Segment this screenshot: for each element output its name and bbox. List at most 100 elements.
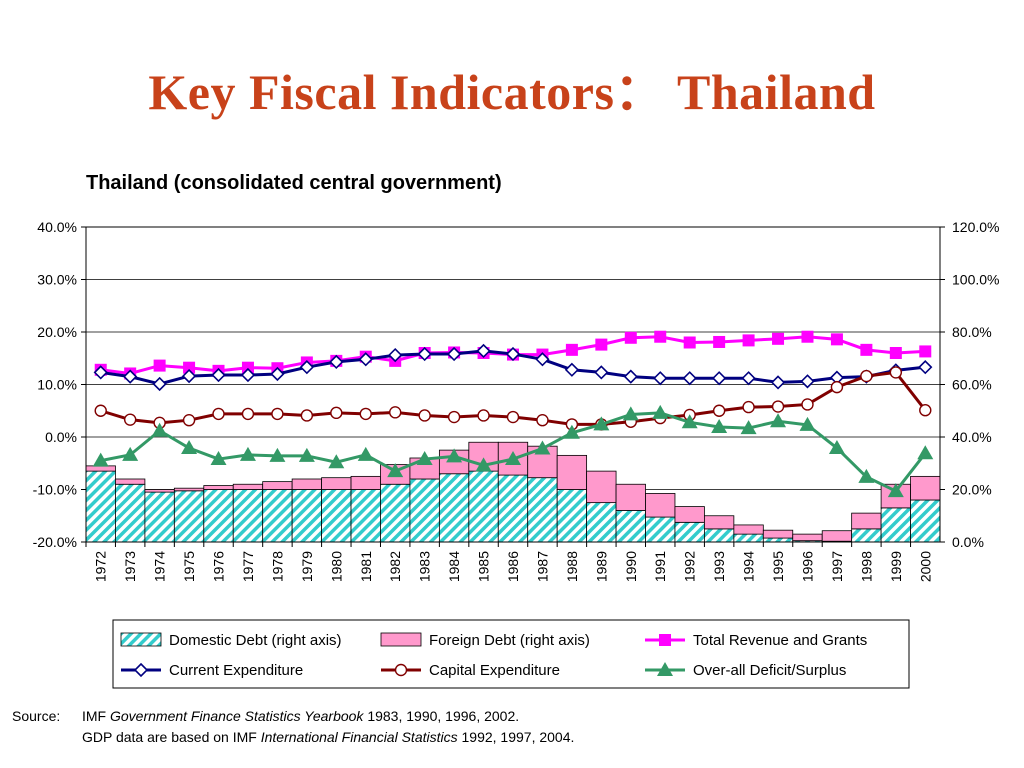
over-all-deficit-surplus-point	[210, 451, 227, 466]
current-expenditure-point	[741, 371, 756, 386]
capital-expenditure-point	[447, 410, 461, 424]
domestic-debt-bar	[173, 490, 205, 543]
total-revenue-and-grants-point	[565, 343, 578, 356]
x-axis-tick-label: 1972	[93, 551, 109, 582]
total-revenue-and-grants-point	[595, 338, 608, 351]
current-expenditure-point	[240, 367, 256, 383]
x-axis-tick-label: 1982	[387, 551, 403, 582]
domestic-debt-bar	[910, 499, 941, 543]
left-axis-tick-label: 10.0%	[37, 377, 77, 393]
over-all-deficit-surplus-point	[681, 414, 698, 429]
legend-label-over-all-deficit-surplus: Over-all Deficit/Surplus	[693, 662, 846, 679]
domestic-debt-bar	[85, 470, 116, 543]
capital-expenditure-point	[860, 369, 873, 383]
over-all-deficit-surplus-point	[770, 413, 787, 428]
domestic-debt-bar	[733, 533, 764, 543]
source-label: Source:	[12, 708, 61, 724]
current-expenditure-point	[535, 352, 550, 367]
x-axis-tick-label: 1974	[152, 551, 168, 582]
current-expenditure-point	[152, 376, 167, 392]
capital-expenditure-point	[94, 404, 107, 417]
current-expenditure-point	[211, 367, 226, 383]
source-note: Source: IMF Government Finance Statistics…	[12, 706, 574, 748]
domestic-debt-bar	[262, 489, 293, 543]
over-all-deficit-surplus-point	[328, 454, 345, 469]
current-expenditure-point	[123, 369, 138, 384]
domestic-debt-bar	[468, 470, 499, 543]
capital-expenditure-point	[212, 407, 225, 421]
over-all-deficit-surplus-point	[917, 445, 934, 460]
foreign-debt-bar	[645, 493, 676, 518]
right-axis-tick-label: 20.0%	[952, 482, 992, 498]
x-axis-tick-label: 1977	[240, 551, 256, 582]
over-all-deficit-surplus-point	[92, 452, 109, 467]
legend-label-total-revenue-and-grants: Total Revenue and Grants	[693, 632, 867, 649]
legend: Domestic Debt (right axis) Foreign Debt (…	[112, 619, 910, 689]
foreign-debt-bar	[792, 533, 823, 542]
over-all-deficit-surplus-point	[534, 440, 551, 455]
current-expenditure-point	[918, 360, 933, 375]
legend-marker-total-revenue-and-grants	[659, 634, 671, 646]
current-expenditure-point	[93, 365, 108, 380]
domestic-debt-bar	[851, 528, 882, 543]
domestic-debt-bar	[497, 474, 529, 543]
foreign-debt-bar	[321, 477, 352, 490]
current-expenditure-point	[299, 360, 314, 375]
capital-expenditure-point	[418, 409, 431, 422]
current-expenditure-point	[594, 365, 609, 380]
x-axis-tick-label: 2000	[917, 551, 933, 582]
over-all-deficit-surplus-point	[828, 440, 845, 455]
legend-marker-current-expenditure	[133, 662, 149, 678]
domestic-debt-bar	[880, 507, 911, 543]
foreign-debt-bar	[232, 483, 264, 490]
over-all-deficit-surplus-point	[387, 463, 404, 478]
chart-title: Thailand (consolidated central governmen…	[86, 172, 502, 194]
domestic-debt-bar	[645, 516, 676, 543]
x-axis-tick-label: 1988	[564, 551, 580, 582]
right-axis-tick-label: 40.0%	[952, 429, 992, 445]
right-axis-tick-label: 60.0%	[952, 377, 992, 393]
current-expenditure-point	[564, 362, 580, 377]
capital-expenditure-point	[801, 398, 814, 411]
left-axis-tick-label: -10.0%	[33, 482, 77, 498]
over-all-deficit-surplus-point	[446, 448, 463, 463]
foreign-debt-bar	[910, 475, 941, 501]
total-revenue-and-grants-point	[742, 334, 755, 347]
over-all-deficit-surplus-point	[740, 420, 757, 435]
capital-expenditure-point	[830, 380, 844, 394]
foreign-debt-bar	[85, 465, 116, 472]
x-axis-tick-label: 1984	[446, 551, 462, 582]
current-expenditure-point	[388, 347, 403, 363]
capital-expenditure-point	[182, 414, 196, 427]
legend-label-domestic-debt-right-axis: Domestic Debt (right axis)	[169, 632, 342, 649]
total-revenue-and-grants-point	[889, 347, 902, 359]
legend-box	[112, 619, 910, 689]
x-axis-tick-label: 1995	[770, 551, 786, 582]
capital-expenditure-point	[712, 404, 726, 417]
domestic-debt-bar	[380, 483, 411, 543]
foreign-debt-bar	[704, 515, 735, 530]
x-axis-tick-label: 1980	[328, 551, 344, 582]
total-revenue-and-grants-point	[772, 332, 785, 345]
right-axis-tick-label: 0.0%	[952, 534, 984, 550]
x-axis-tick-label: 1996	[799, 551, 815, 582]
capital-expenditure-point	[742, 400, 755, 414]
x-axis-tick-label: 1987	[534, 551, 550, 582]
total-revenue-and-grants-point	[624, 331, 637, 344]
left-axis-tick-label: 30.0%	[37, 272, 77, 288]
foreign-debt-bar	[733, 524, 764, 535]
total-revenue-and-grants-point	[830, 333, 843, 346]
x-axis-tick-label: 1973	[122, 551, 138, 582]
x-axis-tick-label: 1975	[181, 551, 197, 582]
current-expenditure-point	[505, 346, 521, 362]
over-all-deficit-surplus-point	[269, 447, 286, 462]
total-revenue-and-grants-point	[919, 345, 932, 358]
legend-marker-capital-expenditure	[394, 663, 408, 677]
x-axis-tick-label: 1997	[829, 551, 845, 582]
over-all-deficit-surplus-point	[298, 447, 315, 462]
capital-expenditure-point	[241, 407, 255, 421]
x-axis-tick-label: 1993	[711, 551, 727, 582]
current-expenditure-point	[417, 346, 432, 362]
domestic-debt-bar	[615, 510, 646, 543]
legend-marker-over-all-deficit-surplus	[657, 662, 673, 676]
